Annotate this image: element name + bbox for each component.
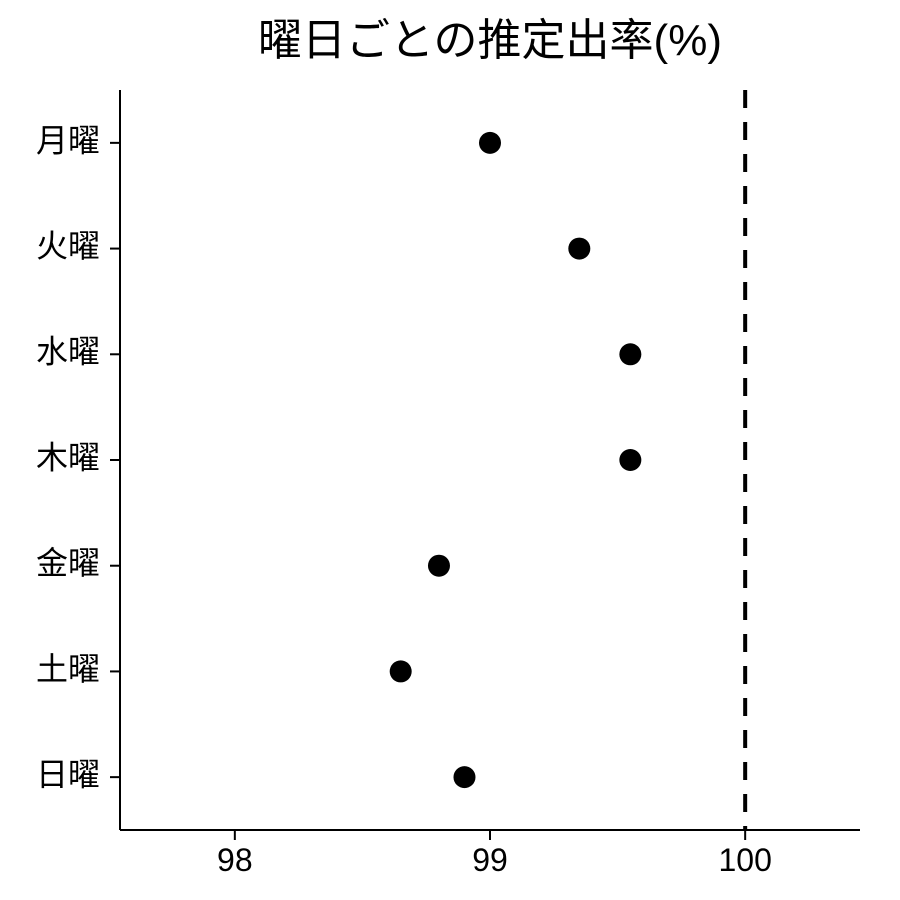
x-tick-label: 100 <box>718 842 771 878</box>
y-tick-label: 木曜 <box>36 439 100 475</box>
chart-title: 曜日ごとの推定出率(%) <box>258 16 722 65</box>
y-tick-label: 火曜 <box>36 228 100 264</box>
data-point <box>428 555 450 577</box>
x-tick-label: 99 <box>472 842 508 878</box>
chart-container: 曜日ごとの推定出率(%) 98 99 100 月曜火曜水曜木曜金曜土曜日曜 <box>0 0 900 900</box>
data-point <box>453 766 475 788</box>
dot-plot-chart: 曜日ごとの推定出率(%) 98 99 100 月曜火曜水曜木曜金曜土曜日曜 <box>0 0 900 900</box>
data-point <box>568 238 590 260</box>
y-tick-label: 金曜 <box>36 545 100 581</box>
data-point <box>390 660 412 682</box>
data-point <box>619 449 641 471</box>
data-point <box>619 343 641 365</box>
y-tick-label: 土曜 <box>36 651 100 687</box>
y-tick-label: 日曜 <box>36 757 100 793</box>
y-tick-label: 月曜 <box>36 122 100 158</box>
x-tick-label: 98 <box>217 842 253 878</box>
data-point <box>479 132 501 154</box>
y-tick-label: 水曜 <box>36 334 100 370</box>
